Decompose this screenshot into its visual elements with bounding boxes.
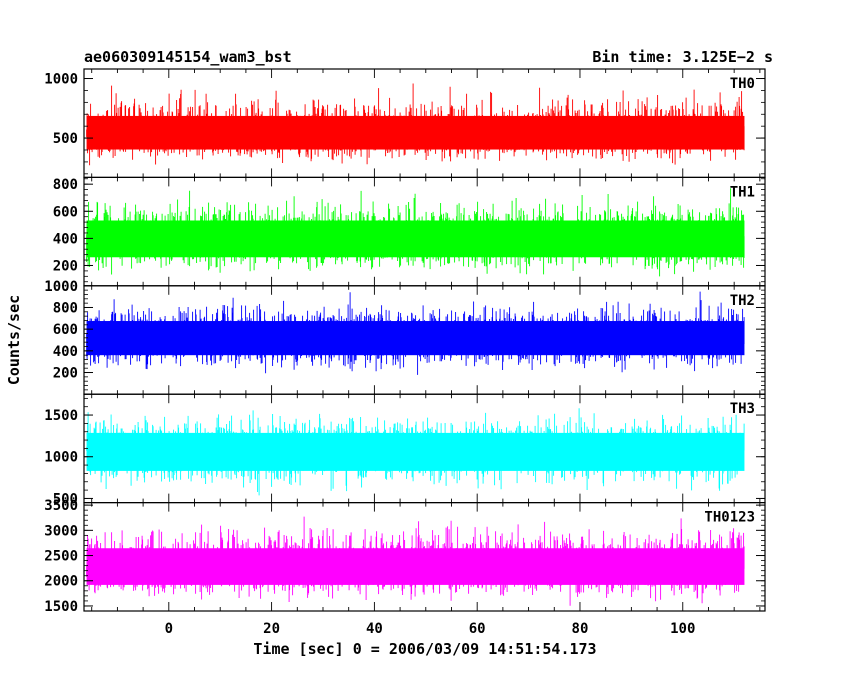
y-tick-label: 800	[53, 177, 78, 193]
panel-th1	[86, 188, 745, 277]
y-tick-label: 400	[53, 231, 78, 247]
panel-th2	[86, 291, 745, 375]
panel-label-th0: TH0	[730, 76, 755, 92]
y-tick-label: 400	[53, 344, 78, 360]
panel-th0123	[86, 516, 745, 606]
y-tick-label: 2500	[44, 549, 78, 565]
y-tick-label: 600	[53, 322, 78, 338]
panel-th3	[86, 408, 745, 496]
y-tick-label: 2000	[44, 574, 78, 590]
y-tick-label: 800	[53, 300, 78, 316]
x-tick-label: 60	[469, 621, 486, 637]
series-core-th0	[86, 115, 745, 150]
y-tick-label: 1500	[44, 599, 78, 615]
y-tick-label: 1000	[44, 450, 78, 466]
series-core-th0123	[86, 548, 745, 585]
y-tick-label: 200	[53, 258, 78, 274]
panel-label-th2: TH2	[730, 293, 755, 309]
panels-layer	[86, 83, 745, 606]
y-tick-label: 3500	[44, 498, 78, 514]
frame-layer: 500 1000 TH0 200 400 600 800 TH1 200 400 600 800 100…	[44, 68, 766, 615]
series-core-th3	[86, 432, 745, 471]
y-tick-label: 500	[53, 491, 78, 507]
y-tick-label: 600	[53, 204, 78, 220]
x-axis: 0 20 40 60 80 100	[165, 621, 696, 637]
chart-title: ae060309145154_wam3_bst	[84, 48, 292, 66]
x-tick-label: 0	[165, 621, 173, 637]
y-tick-label: 1500	[44, 408, 78, 424]
x-axis-title: Time [sec] 0 = 2006/03/09 14:51:54.173	[253, 640, 596, 658]
panel-label-th3: TH3	[730, 401, 755, 417]
y-tick-label: 200	[53, 366, 78, 382]
panel-label-th0123: TH0123	[704, 510, 755, 526]
y-tick-label: 1000	[44, 72, 78, 88]
x-tick-label: 40	[366, 621, 383, 637]
series-core-th1	[86, 220, 745, 258]
y-tick-label: 1000	[44, 279, 78, 295]
y-axis-title: Counts/sec	[5, 295, 23, 385]
series-core-th2	[86, 321, 745, 356]
panel-label-th1: TH1	[730, 184, 755, 200]
y-tick-label: 3000	[44, 523, 78, 539]
x-tick-label: 100	[670, 621, 695, 637]
bin-time-label: Bin time: 3.125E−2 s	[592, 48, 773, 66]
x-tick-label: 80	[572, 621, 589, 637]
y-tick-label: 500	[53, 131, 78, 147]
x-tick-label: 20	[263, 621, 280, 637]
panel-th0	[86, 83, 745, 166]
panel-frame-th0123	[83, 502, 766, 612]
